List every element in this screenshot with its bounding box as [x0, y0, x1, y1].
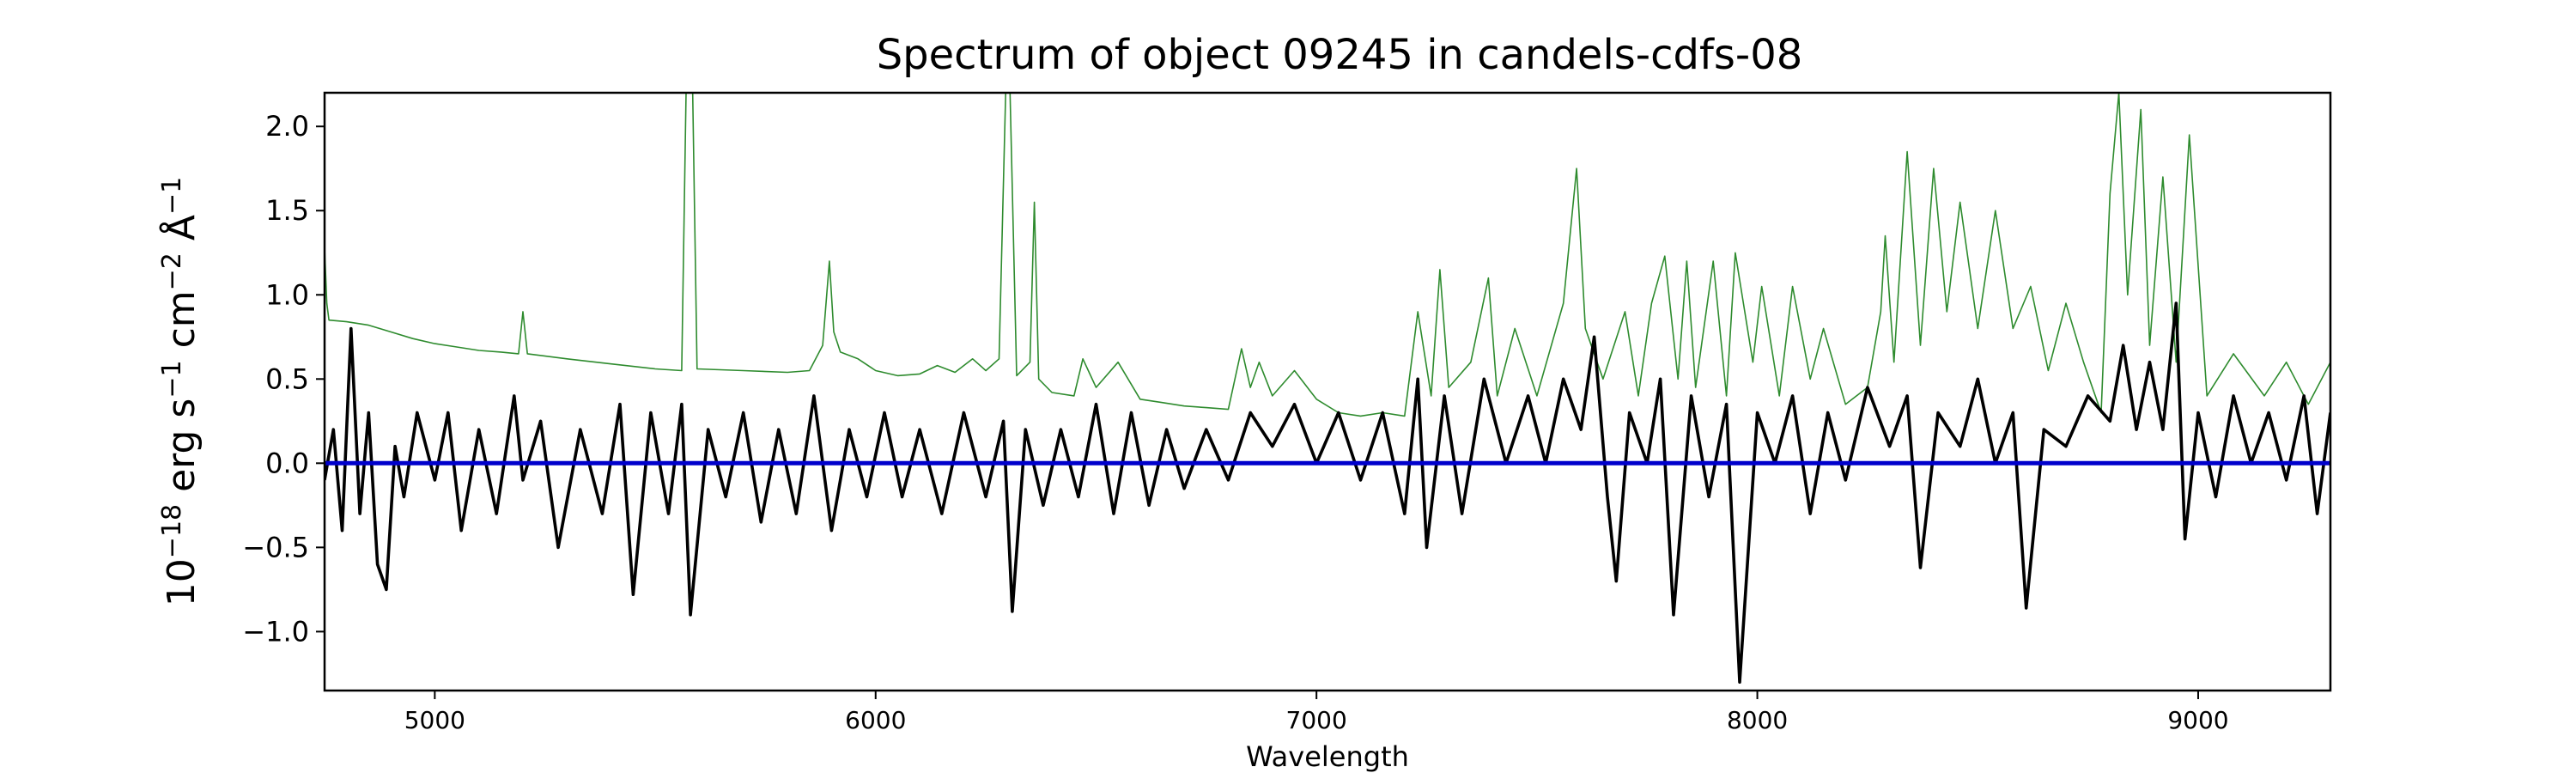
series-line-error: [325, 93, 2330, 417]
y-tick-label: 2.0: [265, 110, 309, 143]
y-label-exp-3: −2: [157, 253, 187, 290]
y-label-erg: erg s: [160, 399, 204, 504]
x-axis-label: Wavelength: [1246, 740, 1409, 773]
y-tick-label: 0.5: [265, 362, 309, 395]
x-axis: 5000 6000 7000 8000 9000: [404, 691, 2229, 734]
y-label-base: 10: [160, 558, 204, 606]
y-tick-label: 1.0: [265, 278, 309, 311]
x-tick-label: 5000: [404, 706, 465, 734]
y-label-exp-4: −1: [157, 177, 187, 215]
x-tick-label: 6000: [845, 706, 906, 734]
plot-frame: [323, 91, 2332, 692]
y-tick-label: 1.5: [265, 194, 309, 227]
x-tick-label: 8000: [1727, 706, 1788, 734]
y-tick-label: 0.0: [265, 447, 309, 479]
series-line-flux: [325, 301, 2330, 685]
x-tick-label: 7000: [1286, 706, 1347, 734]
y-label-exp-2: −1: [157, 360, 187, 398]
series-layer: [325, 93, 2330, 685]
x-tick-label: 9000: [2167, 706, 2228, 734]
y-label-angstrom: Å: [158, 215, 204, 253]
y-tick-label: −0.5: [242, 531, 309, 563]
y-tick-label: −1.0: [242, 615, 309, 648]
chart-title: Spectrum of object 09245 in candels-cdfs…: [877, 31, 1803, 79]
y-axis-label: 10−18 erg s−1 cm−2 Å−1: [157, 177, 204, 606]
y-label-cm: cm: [160, 290, 204, 360]
y-label-exp-1: −18: [157, 504, 187, 558]
y-axis: −1.0 −0.5 0.0 0.5 1.0 1.5 2.0: [242, 110, 325, 648]
